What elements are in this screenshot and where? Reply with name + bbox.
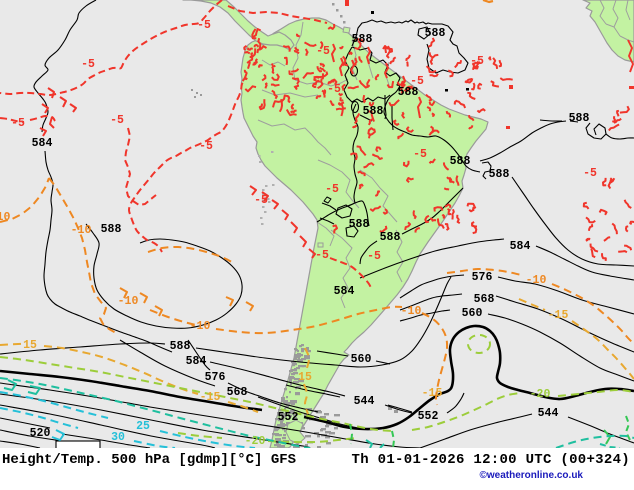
svg-text:-5: -5	[197, 19, 211, 32]
svg-text:-10: -10	[71, 224, 92, 237]
svg-text:-5: -5	[327, 83, 341, 96]
svg-text:-5: -5	[316, 45, 330, 58]
svg-text:-5: -5	[11, 117, 25, 130]
svg-text:588: 588	[450, 155, 471, 168]
svg-text:-5: -5	[199, 140, 213, 153]
svg-text:-10: -10	[118, 295, 139, 308]
svg-text:544: 544	[354, 395, 375, 408]
svg-text:30: 30	[111, 431, 125, 444]
svg-text:588: 588	[569, 112, 590, 125]
svg-text:552: 552	[278, 411, 299, 424]
svg-text:-10: -10	[526, 274, 547, 287]
svg-text:520: 520	[30, 427, 51, 440]
svg-text:-5: -5	[110, 114, 124, 127]
svg-text:552: 552	[418, 410, 439, 423]
svg-text:-10: -10	[0, 211, 10, 224]
svg-text:-5: -5	[81, 58, 95, 71]
svg-text:584: 584	[186, 355, 207, 368]
svg-text:-10: -10	[401, 305, 422, 318]
svg-text:15: 15	[23, 339, 37, 352]
svg-text:568: 568	[227, 386, 248, 399]
svg-text:584: 584	[510, 240, 531, 253]
svg-text:-10: -10	[190, 320, 211, 333]
svg-text:-5: -5	[413, 148, 427, 161]
svg-text:-5: -5	[325, 183, 339, 196]
svg-text:588: 588	[349, 218, 370, 231]
svg-text:-5: -5	[367, 250, 381, 263]
svg-text:-5: -5	[583, 167, 597, 180]
svg-text:-20: -20	[530, 388, 551, 401]
svg-text:-15: -15	[548, 309, 569, 322]
svg-text:588: 588	[101, 223, 122, 236]
svg-text:-15: -15	[422, 387, 443, 400]
svg-text:-5: -5	[470, 55, 484, 68]
svg-text:25: 25	[136, 420, 150, 433]
svg-text:-20: -20	[245, 435, 266, 448]
svg-text:588: 588	[352, 33, 373, 46]
svg-text:544: 544	[538, 407, 559, 420]
svg-text:588: 588	[425, 27, 446, 40]
svg-text:15: 15	[298, 371, 312, 384]
svg-text:576: 576	[472, 271, 493, 284]
svg-text:560: 560	[351, 353, 372, 366]
svg-text:588: 588	[489, 168, 510, 181]
svg-text:588: 588	[363, 105, 384, 118]
svg-text:-5: -5	[410, 75, 424, 88]
svg-text:584: 584	[334, 285, 355, 298]
svg-text:-15: -15	[200, 391, 221, 404]
svg-text:560: 560	[462, 307, 483, 320]
svg-text:588: 588	[398, 86, 419, 99]
svg-text:588: 588	[380, 231, 401, 244]
svg-text:588: 588	[170, 340, 191, 353]
svg-text:-5: -5	[254, 194, 268, 207]
svg-text:-5: -5	[315, 249, 329, 262]
svg-text:584: 584	[32, 137, 53, 150]
svg-text:576: 576	[205, 371, 226, 384]
svg-text:568: 568	[474, 293, 495, 306]
